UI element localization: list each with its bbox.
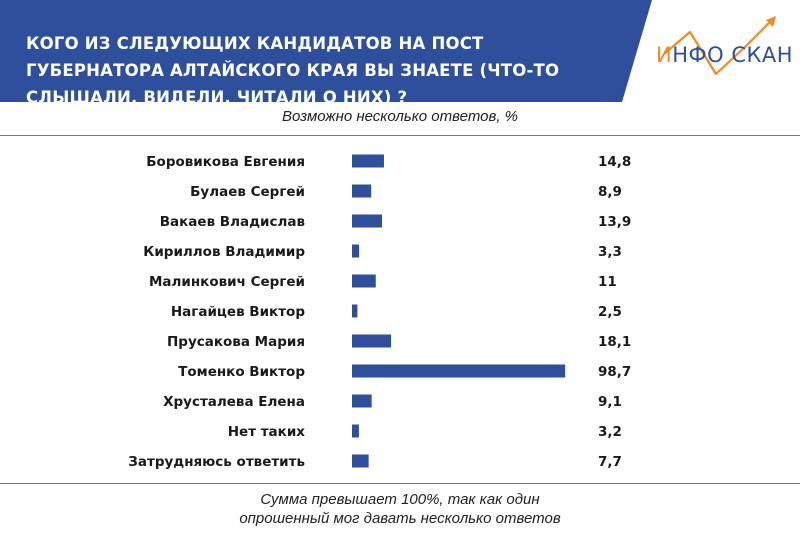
bar (352, 274, 376, 288)
bar (352, 214, 383, 228)
bar (352, 244, 360, 258)
bar (352, 394, 372, 408)
bar (352, 424, 359, 438)
category-label: Боровикова Евгения (146, 154, 305, 170)
category-label: Прусакова Мария (167, 334, 305, 350)
bar (352, 304, 358, 318)
footnote-line-2: опрошенный мог давать несколько ответов (239, 510, 561, 527)
bottom-divider (0, 483, 800, 484)
value-label: 98,7 (598, 364, 631, 380)
category-label: Затрудняюсь ответить (128, 454, 305, 470)
chart-title: КОГО ИЗ СЛЕДУЮЩИХ КАНДИДАТОВ НА ПОСТ ГУБ… (26, 34, 560, 107)
value-label: 8,9 (598, 184, 622, 200)
value-label: 13,9 (598, 214, 631, 230)
chart-subtitle: Возможно несколько ответов, % (281, 108, 518, 125)
category-label: Нагайцев Виктор (171, 304, 305, 320)
category-label: Вакаев Владислав (160, 214, 305, 230)
value-label: 2,5 (598, 304, 622, 320)
bar (352, 364, 566, 378)
value-label: 7,7 (598, 454, 622, 470)
infoscan-logo: ИНФО СКАН (650, 16, 793, 88)
top-divider (0, 135, 800, 136)
bar (352, 334, 392, 348)
header-background (0, 0, 652, 102)
category-label: Кириллов Владимир (143, 244, 305, 260)
category-label: Малинкович Сергей (149, 274, 305, 290)
category-label: Хрусталева Елена (163, 394, 305, 410)
category-label: Томенко Виктор (178, 364, 305, 380)
footnote-line-1: Сумма превышает 100%, так как один (260, 491, 540, 508)
logo-text: ИНФО СКАН (656, 43, 794, 67)
value-label: 3,2 (598, 424, 622, 440)
rising-arrow-icon (663, 16, 776, 76)
bar (352, 184, 372, 198)
category-label: Булаев Сергей (190, 184, 305, 200)
bar (352, 454, 369, 468)
bar (352, 154, 384, 168)
value-label: 9,1 (598, 394, 622, 410)
footnote: Сумма превышает 100%, так как один опрош… (200, 490, 600, 528)
value-label: 11 (598, 274, 617, 290)
value-label: 18,1 (598, 334, 631, 350)
value-label: 14,8 (598, 154, 631, 170)
header-banner: КОГО ИЗ СЛЕДУЮЩИХ КАНДИДАТОВ НА ПОСТ ГУБ… (0, 0, 800, 107)
category-label: Нет таких (228, 424, 306, 440)
value-label: 3,3 (598, 244, 622, 260)
